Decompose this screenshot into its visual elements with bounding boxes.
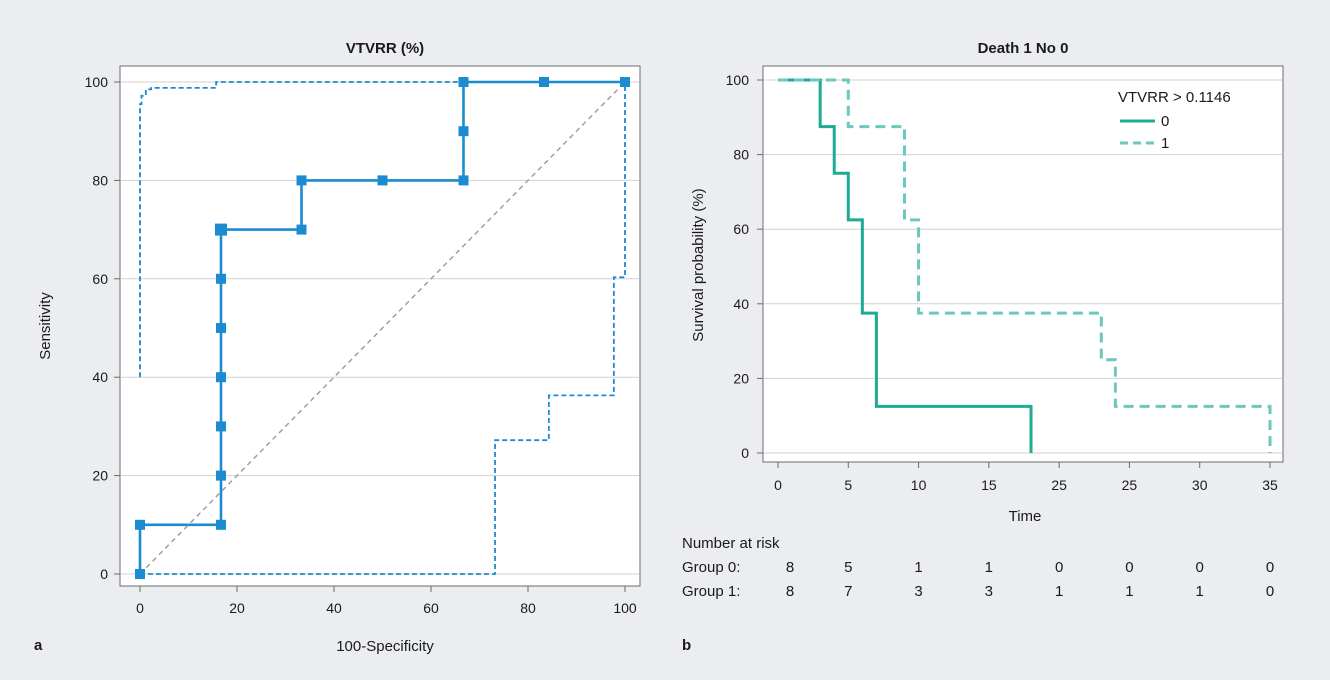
roc-point <box>135 519 145 530</box>
roc-y-tick-label: 20 <box>92 468 108 484</box>
risk-value: 5 <box>844 559 852 576</box>
roc-x-tick-label: 80 <box>520 600 536 616</box>
risk-value: 3 <box>914 583 922 600</box>
roc-plot-area <box>119 65 641 587</box>
risk-value: 8 <box>786 559 794 576</box>
survival-curve-group-0 <box>778 78 1033 453</box>
roc-reference-diagonal <box>139 81 626 575</box>
legend-entry-group-1: 1 <box>1161 135 1169 152</box>
survival-legend: VTVRR > 0.1146 0 1 <box>1118 89 1231 152</box>
survival-y-tick-label: 0 <box>741 445 749 461</box>
roc-y-tick-label: 60 <box>92 271 108 287</box>
legend-entry-group-0: 0 <box>1161 113 1169 130</box>
risk-row-label-group-0: Group 0: <box>682 559 740 576</box>
survival-y-tick-label: 20 <box>733 370 749 386</box>
survival-x-axis-label: Time <box>1009 508 1042 525</box>
panel-label-b: b <box>682 637 691 654</box>
risk-value: 1 <box>914 559 922 576</box>
roc-point <box>296 175 307 186</box>
roc-point <box>215 470 226 481</box>
risk-value: 0 <box>1196 559 1204 576</box>
survival-lines <box>778 78 1272 453</box>
roc-ticks: 0 20 40 60 80 100 0 20 40 60 80 100 <box>85 74 637 616</box>
survival-x-tick-label: 35 <box>1262 477 1278 493</box>
survival-y-tick-label: 100 <box>726 72 750 88</box>
roc-point <box>135 569 145 579</box>
survival-y-tick-label: 40 <box>733 296 749 312</box>
risk-table-title: Number at risk <box>682 535 780 552</box>
roc-point <box>215 323 226 333</box>
roc-y-tick-label: 0 <box>100 566 108 582</box>
risk-value: 1 <box>1125 583 1133 600</box>
survival-gridlines <box>764 79 1282 454</box>
roc-point <box>620 77 630 87</box>
risk-value: 0 <box>1266 559 1274 576</box>
survival-x-tick-label: 15 <box>981 477 997 493</box>
panel-label-a: a <box>34 637 43 654</box>
survival-x-tick-label: 30 <box>1192 477 1208 493</box>
survival-y-axis-label: Survival probability (%) <box>690 188 707 341</box>
roc-ci-upper <box>139 81 625 378</box>
roc-point <box>215 519 226 530</box>
survival-curve-group-1 <box>778 78 1272 453</box>
survival-y-tick-label: 80 <box>733 147 749 163</box>
roc-ci-lower <box>140 82 626 575</box>
roc-y-tick-label: 40 <box>92 369 108 385</box>
roc-x-tick-label: 0 <box>136 600 144 616</box>
survival-plot-area <box>762 65 1284 463</box>
survival-x-tick-label: 25 <box>1051 477 1067 493</box>
risk-value: 7 <box>844 583 852 600</box>
roc-y-tick-label: 80 <box>92 172 108 188</box>
roc-point <box>215 224 226 235</box>
risk-value: 8 <box>786 583 794 600</box>
risk-value: 0 <box>1055 559 1063 576</box>
risk-value: 1 <box>1055 583 1063 600</box>
risk-value: 1 <box>1196 583 1204 600</box>
risk-value: 0 <box>1125 559 1133 576</box>
roc-point <box>215 372 226 383</box>
roc-x-tick-label: 40 <box>326 600 342 616</box>
risk-table: Number at risk Group 0: Group 1: 8 5 1 1 0 0 0… <box>682 535 1274 600</box>
roc-point <box>539 77 550 87</box>
roc-y-tick-label: 100 <box>85 74 109 90</box>
risk-value: 1 <box>985 559 993 576</box>
roc-title: VTVRR (%) <box>346 40 424 57</box>
survival-x-tick-label: 0 <box>774 477 782 493</box>
risk-value: 3 <box>985 583 993 600</box>
roc-point <box>296 224 307 235</box>
survival-x-tick-label: 10 <box>911 477 927 493</box>
survival-title: Death 1 No 0 <box>978 40 1069 57</box>
legend-title: VTVRR > 0.1146 <box>1118 89 1231 106</box>
survival-x-tick-label: 5 <box>844 477 852 493</box>
roc-chart: 0 20 40 60 80 100 0 20 40 60 80 100 VTVRR (%) 100-S… <box>34 40 641 655</box>
risk-row-label-group-1: Group 1: <box>682 583 740 600</box>
roc-markers <box>135 77 630 579</box>
roc-x-tick-label: 60 <box>423 600 439 616</box>
roc-x-tick-label: 100 <box>613 600 637 616</box>
survival-y-tick-label: 60 <box>733 221 749 237</box>
roc-point <box>458 77 469 87</box>
roc-x-axis-label: 100-Specificity <box>336 638 434 655</box>
roc-y-axis-label: Sensitivity <box>37 292 54 360</box>
roc-point <box>215 273 226 284</box>
roc-point <box>215 421 226 432</box>
risk-value: 0 <box>1266 583 1274 600</box>
survival-x-tick-label: 25 <box>1122 477 1138 493</box>
roc-point <box>458 126 469 137</box>
risk-table-values: 8 5 1 1 0 0 0 0 8 7 3 3 1 1 1 0 <box>786 559 1274 600</box>
roc-point <box>458 175 469 186</box>
roc-x-tick-label: 20 <box>229 600 245 616</box>
roc-point <box>377 175 388 186</box>
